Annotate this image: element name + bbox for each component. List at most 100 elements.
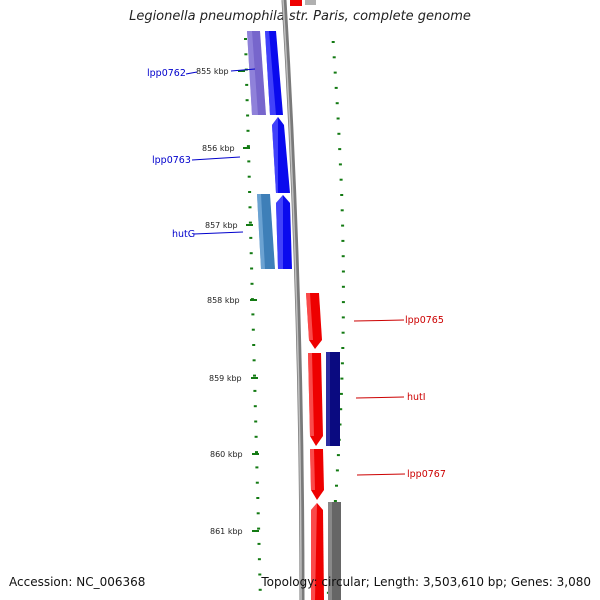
- kbp-label-858: 858 kbp: [207, 296, 240, 305]
- tick-dot: [341, 301, 345, 304]
- tick-dot: [253, 405, 257, 408]
- tick-dot: [334, 86, 338, 89]
- tick-dot: [246, 145, 250, 148]
- tick-dot: [248, 206, 252, 209]
- gene-feature-lpp0767[interactable]: [310, 449, 324, 500]
- tick-dot: [339, 392, 343, 395]
- tick-dot: [256, 497, 260, 499]
- gene-feature-bottom-red[interactable]: [311, 503, 324, 600]
- tick-dot: [251, 328, 255, 331]
- gene-feature-lpp0763[interactable]: [272, 117, 290, 193]
- tick-dot: [258, 573, 262, 576]
- tick-dot: [250, 282, 254, 285]
- tick-dot: [249, 252, 253, 255]
- tick-dot: [248, 191, 252, 193]
- gene-label-lpp0767[interactable]: lpp0767: [407, 469, 446, 480]
- tick-dot: [341, 224, 345, 227]
- tick-dot: [244, 38, 247, 40]
- tick-dot: [339, 178, 343, 181]
- gene-label-group-left: lpp0762 lpp0763 hutG: [147, 68, 256, 240]
- tick-dot: [341, 239, 345, 242]
- tick-dot: [257, 527, 261, 530]
- tick-dot: [254, 435, 258, 438]
- gene-label-group-right: lpp0765 hutI lpp0767: [353, 315, 446, 480]
- tick-dot: [255, 481, 259, 484]
- accession-text: Accession: NC_006368: [9, 575, 146, 589]
- tick-dot: [338, 163, 342, 166]
- kbp-label-859: 859 kbp: [209, 374, 242, 383]
- tick-dot: [253, 389, 257, 392]
- tick-dot: [341, 270, 345, 273]
- tick-dot: [254, 420, 258, 423]
- tick-dot: [247, 175, 251, 178]
- kbp-label-861: 861 kbp: [210, 527, 243, 536]
- kbp-label-857: 857 kbp: [205, 221, 238, 230]
- tick-dot: [246, 114, 250, 117]
- gene-label-hutI[interactable]: hutI: [407, 392, 426, 403]
- tick-dot: [257, 558, 261, 561]
- tick-dot: [331, 41, 335, 43]
- tick-dot: [340, 194, 344, 196]
- gene-feature-top-gray[interactable]: [305, 0, 316, 5]
- kbp-label-855: 855 kbp: [196, 67, 229, 76]
- tick-dot: [255, 451, 258, 454]
- tick-dot: [340, 209, 344, 212]
- tick-dot: [332, 56, 336, 59]
- tick-dot: [249, 236, 253, 239]
- tick-dot: [340, 362, 344, 365]
- gene-feature-lpp0765[interactable]: [306, 293, 322, 349]
- tick-dot: [335, 469, 339, 472]
- genome-backbone-highlight: [282, 0, 302, 600]
- tick-dot: [341, 331, 345, 334]
- tick-dot: [252, 344, 256, 346]
- tick-dot: [341, 285, 345, 288]
- gene-feature-hutG[interactable]: [276, 195, 292, 269]
- tick-dot: [253, 374, 256, 377]
- tick-dot: [250, 267, 254, 270]
- kbp-label-856: 856 kbp: [202, 144, 235, 153]
- tick-dot: [335, 102, 339, 105]
- tick-dot: [339, 408, 343, 411]
- tick-marks-left: [244, 38, 262, 591]
- genome-backbone: [281, 0, 305, 600]
- tick-dot: [247, 160, 251, 163]
- tick-dot: [245, 83, 249, 86]
- gene-label-hutG[interactable]: hutG: [172, 229, 195, 240]
- kbp-scale: 855 kbp 856 kbp 857 kbp 858 kbp 859 kbp …: [196, 67, 259, 536]
- tick-dot: [244, 53, 248, 56]
- gene-label-lpp0762[interactable]: lpp0762: [147, 68, 186, 79]
- tick-dot: [256, 512, 260, 515]
- gene-label-lpp0765[interactable]: lpp0765: [405, 315, 444, 326]
- tick-dot: [257, 542, 261, 545]
- tick-dot: [340, 377, 344, 380]
- tick-dot: [336, 117, 340, 120]
- tick-dot: [246, 129, 250, 132]
- tick-dot: [251, 313, 255, 316]
- gene-feature-hutG-a[interactable]: [257, 194, 275, 269]
- genome-title: Legionella pneumophila str. Paris, compl…: [129, 9, 471, 24]
- kbp-label-860: 860 kbp: [210, 450, 243, 459]
- gene-feature-bottom-gray[interactable]: [328, 502, 341, 600]
- tick-dot: [341, 255, 345, 258]
- gene-feature-top-red[interactable]: [290, 0, 302, 6]
- tick-dot: [252, 359, 256, 362]
- tick-dot: [335, 484, 338, 487]
- gene-feature-hutI[interactable]: [308, 353, 323, 446]
- tick-dot: [248, 221, 252, 224]
- tick-dot: [341, 316, 345, 319]
- gene-label-lpp0763[interactable]: lpp0763: [152, 155, 191, 166]
- tick-dot: [258, 588, 262, 591]
- tick-dot: [336, 454, 340, 457]
- tick-dot: [338, 148, 342, 151]
- tick-dot: [337, 132, 341, 135]
- gene-feature-lpp0762[interactable]: [265, 31, 283, 115]
- tick-dot: [333, 500, 337, 502]
- gene-feature-hutI-b[interactable]: [326, 352, 340, 446]
- tick-dot: [341, 347, 345, 349]
- gene-feature-lpp0762a[interactable]: [247, 31, 266, 115]
- tick-dot: [333, 71, 337, 74]
- tick-dot: [245, 99, 249, 102]
- topology-text: Topology: circular; Length: 3,503,610 bp…: [261, 575, 591, 589]
